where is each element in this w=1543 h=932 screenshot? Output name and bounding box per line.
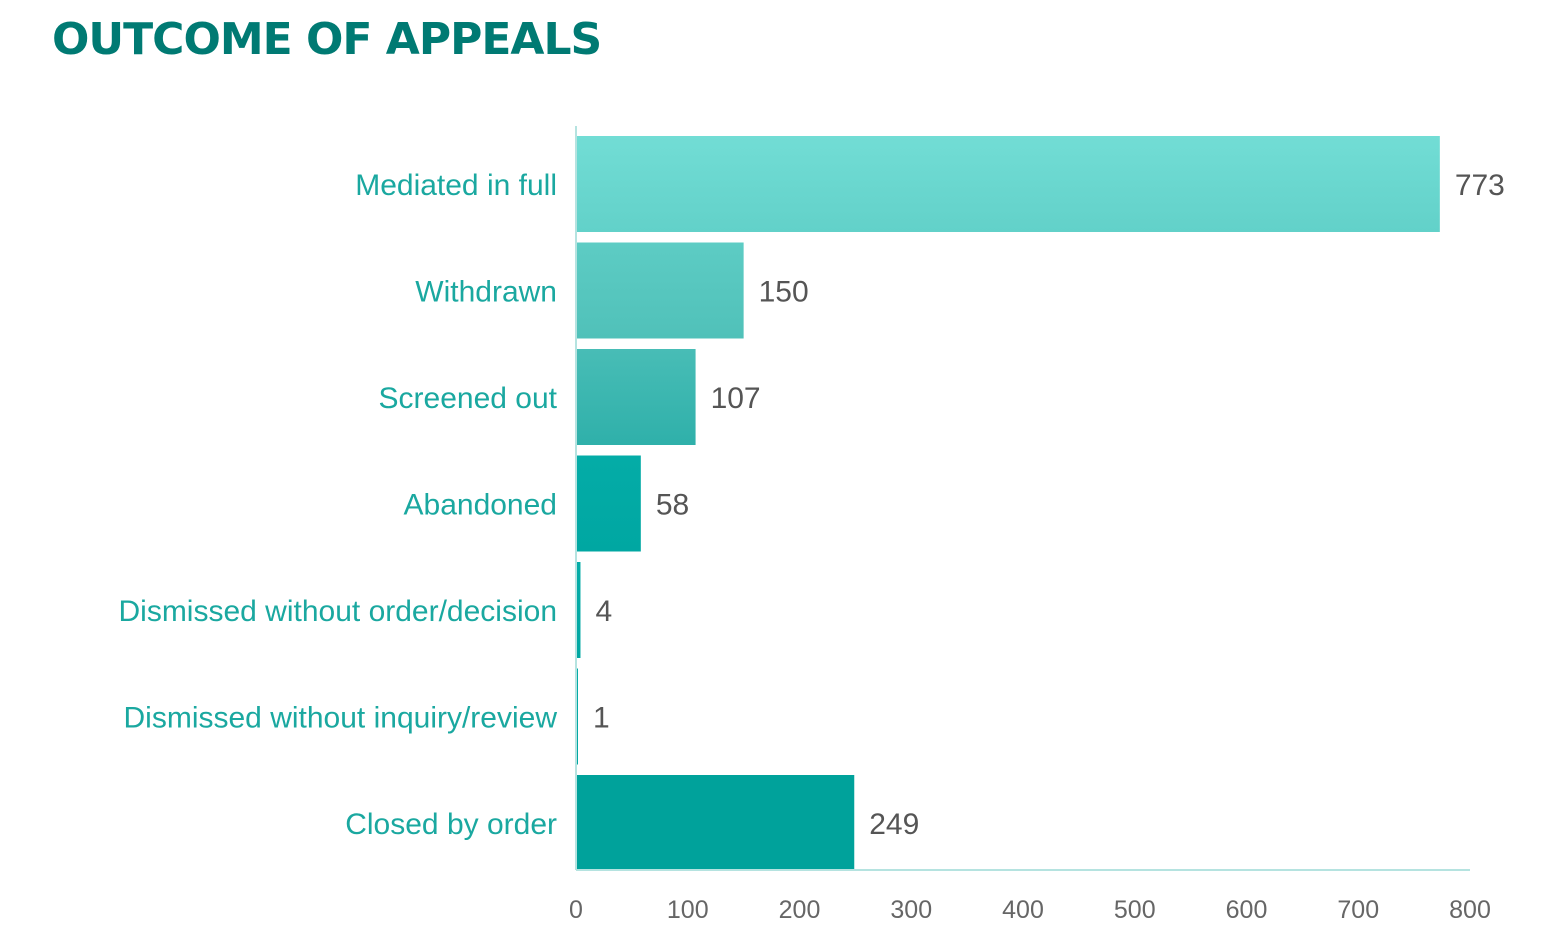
- x-tick-label-2: 200: [779, 896, 821, 924]
- bars-layer: [576, 136, 1440, 871]
- value-label-3: 58: [656, 489, 689, 522]
- bar-6: [576, 775, 855, 871]
- bar-1: [576, 242, 744, 339]
- category-label-4: Dismissed without order/decision: [118, 595, 557, 628]
- labels-layer: Mediated in full 773 Withdrawn 150 Screened …: [118, 169, 1504, 841]
- category-label-2: Screened out: [379, 382, 558, 415]
- x-tick-label-3: 300: [890, 896, 932, 924]
- value-label-0: 773: [1455, 169, 1505, 202]
- bar-4: [576, 562, 581, 658]
- value-label-2: 107: [711, 382, 761, 415]
- x-tick-label-6: 600: [1226, 896, 1268, 924]
- x-tick-label-4: 400: [1002, 896, 1044, 924]
- category-label-1: Withdrawn: [415, 276, 557, 309]
- value-label-5: 1: [593, 702, 610, 735]
- bar-0: [576, 136, 1440, 232]
- category-label-5: Dismissed without inquiry/review: [124, 702, 558, 735]
- x-tick-label-0: 0: [569, 896, 583, 924]
- x-tick-label-1: 100: [667, 896, 709, 924]
- x-tick-label-7: 700: [1337, 896, 1379, 924]
- axis-layer: 0 100 200 300 400 500 600 700 800: [569, 126, 1491, 924]
- chart-title: OUTCOME OF APPEALS: [52, 14, 602, 65]
- x-tick-label-5: 500: [1114, 896, 1156, 924]
- category-label-3: Abandoned: [404, 489, 558, 522]
- x-tick-label-8: 800: [1449, 896, 1491, 924]
- category-label-6: Closed by order: [345, 808, 557, 841]
- value-label-4: 4: [595, 595, 612, 628]
- category-label-0: Mediated in full: [355, 169, 557, 202]
- value-label-1: 150: [759, 276, 809, 309]
- value-label-6: 249: [869, 808, 919, 841]
- bar-3: [576, 455, 641, 552]
- bar-2: [576, 349, 696, 445]
